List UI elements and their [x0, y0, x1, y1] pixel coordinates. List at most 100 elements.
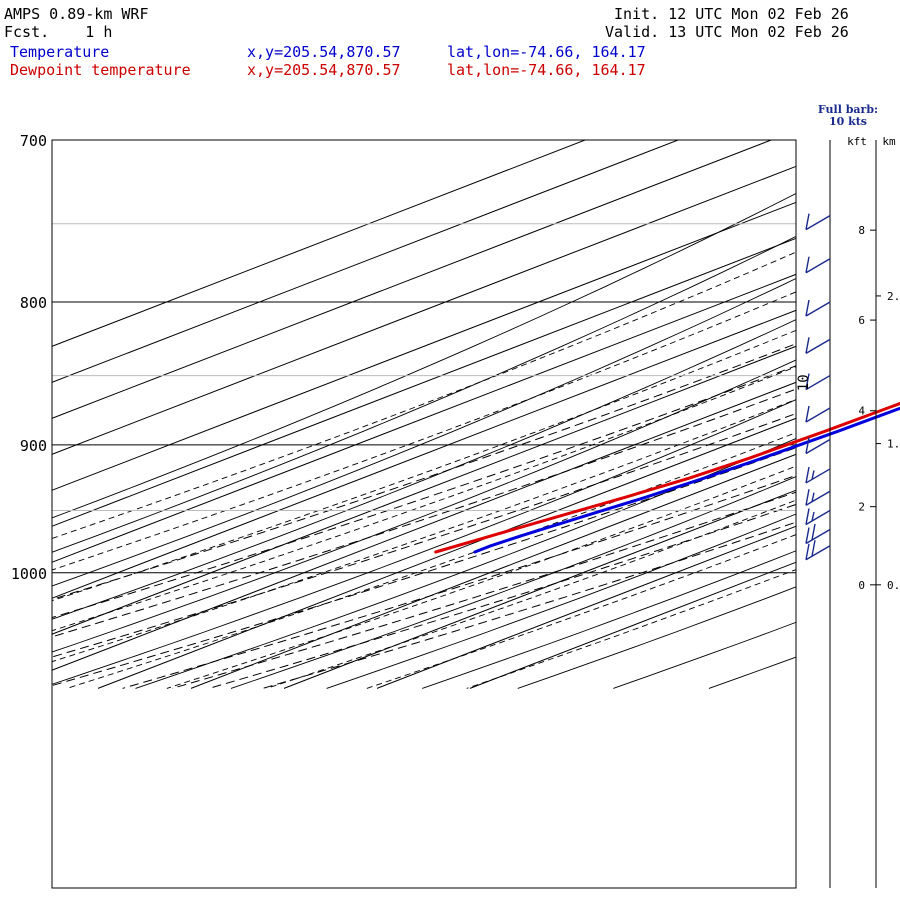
wind-barb-shaft [805, 407, 831, 423]
model-title: AMPS 0.89-km WRF [4, 5, 149, 23]
legend-temperature-xy: x,y=205.54,870.57 [247, 43, 401, 61]
moist-adiabat [52, 398, 796, 663]
mixing-ratio-line [52, 365, 796, 619]
wind-barb [805, 299, 831, 317]
moist-adiabat [52, 251, 796, 539]
kft-axis-label: kft [847, 135, 867, 148]
kft-tick-label: 4 [858, 405, 865, 418]
mixing-ratio-line [52, 447, 796, 687]
isotherm [52, 237, 796, 527]
dry-adiabat [135, 438, 796, 689]
isotherm [52, 140, 680, 383]
km-tick-label: 2. [887, 290, 900, 303]
wind-barb-flag [805, 543, 810, 560]
km-axis-label: km [882, 135, 896, 148]
dry-adiabat [52, 319, 796, 620]
wind-barb [805, 466, 831, 484]
wind-barb-shaft [805, 468, 831, 484]
mixing-ratio-line [172, 491, 796, 689]
isotherm [376, 525, 796, 689]
legend-dewpoint-latlon: lat,lon=-74.66, 164.17 [447, 61, 646, 79]
wind-barb-flag [805, 437, 810, 454]
wind-barb [805, 373, 831, 391]
wind-barb-shaft [805, 545, 831, 561]
dry-adiabat [422, 550, 796, 689]
isotherm [52, 309, 796, 599]
moist-adiabat [52, 366, 796, 632]
wind-barb-flag [805, 337, 810, 354]
dewpoint-profile [434, 401, 900, 554]
plot-frame [51, 139, 797, 889]
wind-barb [805, 437, 831, 455]
wind-barb-flag [805, 256, 810, 273]
kft-tick-label: 0 [858, 579, 865, 592]
isotherm [52, 201, 796, 491]
isotherm [52, 165, 796, 455]
wind-barb [805, 213, 831, 231]
moist-adiabat [52, 291, 796, 571]
mixing-ratio-line [208, 503, 796, 689]
wind-barb-flag [811, 540, 816, 557]
kft-tick-label: 8 [858, 224, 865, 237]
pressure-label: 700 [20, 132, 47, 150]
moist-adiabat [466, 569, 796, 689]
wind-barb-shaft [805, 338, 831, 354]
barb-legend-value: 10 kts [829, 115, 867, 128]
wind-barb-shaft [805, 528, 831, 545]
dry-adiabat [326, 513, 796, 689]
wind-barb [805, 256, 831, 274]
barb-legend-title: Full barb: [818, 103, 878, 116]
wind-barb-shaft [805, 214, 831, 231]
pressure-label: 800 [20, 294, 47, 312]
wind-barb [805, 540, 831, 561]
wind-barb-half-flag [811, 470, 815, 480]
moist-adiabat [366, 534, 796, 689]
barb-annotation: 10 [796, 374, 812, 391]
legend-temperature-latlon: lat,lon=-74.66, 164.17 [447, 43, 646, 61]
dry-adiabat [52, 277, 796, 587]
mixing-ratio-line [122, 474, 796, 689]
wind-barb [805, 405, 831, 423]
wind-barb-flag [811, 523, 816, 541]
isotherm [52, 381, 796, 671]
valid-time: Valid. 13 UTC Mon 02 Feb 26 [605, 23, 849, 41]
moist-adiabat [166, 465, 796, 689]
wind-barb-shaft [805, 258, 831, 274]
legend-dewpoint-label: Dewpoint temperature [10, 61, 191, 79]
kft-tick-label: 2 [858, 501, 865, 514]
wind-barb-flag [805, 373, 810, 390]
isotherm [52, 273, 796, 563]
dry-adiabat [52, 193, 796, 519]
wind-barb-flag [805, 508, 810, 525]
moist-adiabat [266, 499, 796, 689]
isotherm [97, 417, 796, 689]
wind-barb-shaft [805, 301, 831, 317]
legend-temperature-label: Temperature [10, 43, 110, 61]
wind-barb-flag [805, 527, 810, 544]
isotherm [283, 489, 796, 689]
wind-barb-shaft [805, 374, 831, 391]
temperature-profile [473, 406, 900, 554]
km-tick-label: 1. [887, 438, 900, 451]
wind-barb [805, 489, 831, 506]
pressure-label: 1000 [11, 565, 47, 583]
wind-barb [805, 523, 831, 545]
init-time: Init. 12 UTC Mon 02 Feb 26 [614, 5, 849, 23]
dry-adiabat [230, 476, 796, 689]
wind-barb-flag [805, 405, 810, 423]
wind-barb [805, 337, 831, 354]
wind-barb-flag [805, 213, 810, 230]
wind-barb-shaft [805, 438, 831, 455]
mixing-ratio-line [52, 388, 796, 638]
mixing-ratio-line [52, 412, 796, 658]
km-tick-label: 0. [887, 579, 900, 592]
isotherm [52, 345, 796, 635]
header: AMPS 0.89-km WRF Fcst. 1 h Init. 12 UTC … [0, 0, 900, 84]
isotherm [190, 453, 796, 689]
pressure-label: 900 [20, 437, 47, 455]
mixing-ratio-line [262, 521, 796, 689]
isotherm [52, 140, 773, 419]
wind-barb-flag [805, 299, 810, 317]
wind-barb-flag [805, 489, 810, 506]
